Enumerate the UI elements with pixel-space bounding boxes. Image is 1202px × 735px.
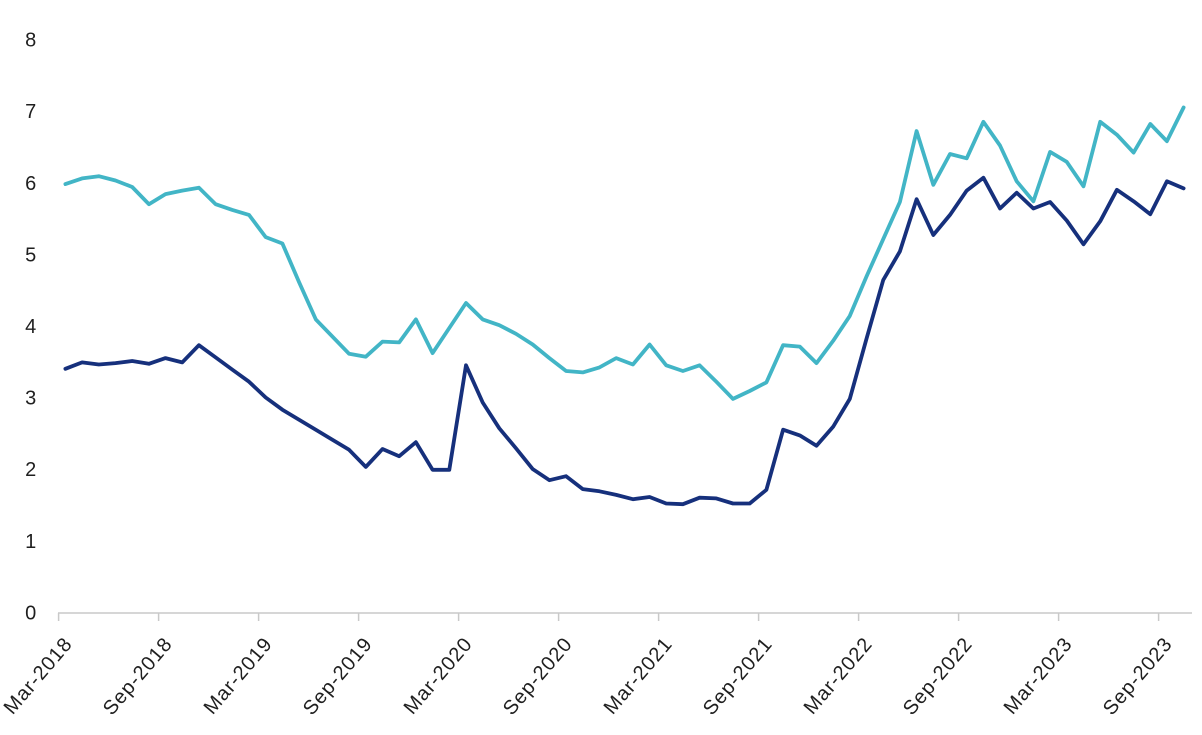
svg-text:6: 6 bbox=[25, 173, 36, 195]
svg-text:7: 7 bbox=[25, 101, 36, 123]
svg-text:3: 3 bbox=[25, 388, 36, 410]
svg-text:4: 4 bbox=[25, 316, 36, 338]
svg-text:5: 5 bbox=[25, 244, 36, 266]
svg-text:1: 1 bbox=[25, 531, 36, 553]
svg-text:8: 8 bbox=[25, 30, 36, 52]
svg-text:2: 2 bbox=[25, 459, 36, 481]
svg-text:0: 0 bbox=[25, 602, 36, 624]
